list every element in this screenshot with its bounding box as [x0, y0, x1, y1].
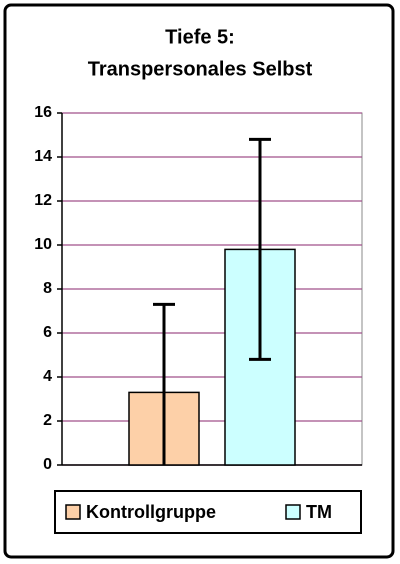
y-tick-label: 0	[43, 456, 52, 473]
legend-box	[54, 490, 362, 534]
legend-swatch	[65, 504, 81, 520]
y-tick-label: 8	[43, 280, 52, 297]
y-tick-label: 6	[43, 324, 52, 341]
y-tick-label: 4	[43, 368, 52, 385]
chart-title: Tiefe 5:	[165, 26, 235, 48]
legend-label: Kontrollgruppe	[86, 502, 216, 522]
legend-label: TM	[306, 502, 332, 522]
legend-swatch	[285, 504, 301, 520]
y-tick-label: 2	[43, 412, 52, 429]
y-tick-label: 12	[34, 192, 52, 209]
chart-title: Transpersonales Selbst	[88, 58, 313, 80]
y-tick-label: 14	[34, 148, 52, 165]
y-tick-label: 10	[34, 236, 52, 253]
y-tick-label: 16	[34, 104, 52, 121]
